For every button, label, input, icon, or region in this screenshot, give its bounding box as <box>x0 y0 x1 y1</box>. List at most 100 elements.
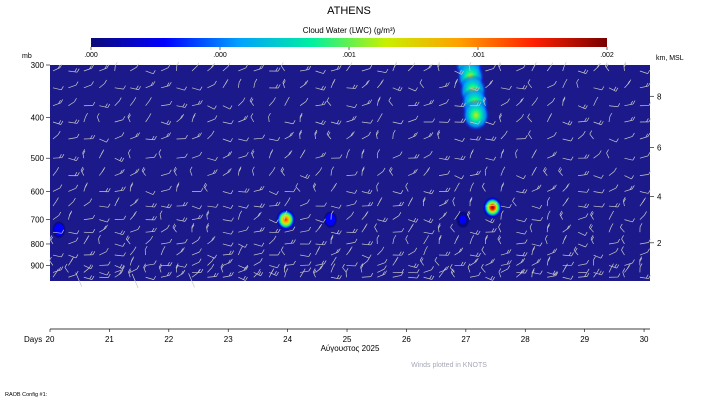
wind-barb-flag <box>137 225 141 230</box>
wind-barb-flag <box>613 86 617 91</box>
wind-barb <box>299 97 309 107</box>
wind-barb-flag <box>491 136 495 141</box>
wind-barb <box>222 271 234 278</box>
wind-barb-staff <box>500 101 508 107</box>
wind-barb <box>145 81 156 89</box>
wind-barb <box>250 113 255 123</box>
wind-barb <box>578 213 589 220</box>
wind-barb <box>469 252 481 257</box>
wind-barb-flag <box>58 211 62 216</box>
wind-barb-staff <box>562 157 572 161</box>
wind-barb-staff <box>621 249 625 256</box>
wind-barb-staff <box>222 138 231 143</box>
wind-barb-flag <box>601 86 605 91</box>
wind-barb-staff <box>326 133 332 140</box>
wind-barb-staff <box>377 171 384 176</box>
wind-barb-flag <box>285 268 289 273</box>
wind-barb-flag <box>198 268 201 273</box>
wind-barb <box>593 120 604 126</box>
wind-barb <box>114 116 126 123</box>
wind-barb-staff <box>500 263 510 266</box>
wind-barb-staff <box>238 243 246 248</box>
wind-barb-staff <box>608 105 618 108</box>
wind-barb-flag <box>192 114 196 119</box>
wind-barb-flag <box>128 149 131 154</box>
wind-barb-flag <box>104 65 108 70</box>
wind-barb-flag <box>230 204 234 209</box>
wind-barb <box>176 182 180 192</box>
wind-barb-flag <box>50 236 54 241</box>
wind-barb-staff <box>68 240 77 245</box>
wind-barb-flag <box>567 120 571 125</box>
wind-barb-staff <box>392 87 401 92</box>
cloud-water-blob <box>323 210 338 229</box>
wind-barb-flag <box>552 97 556 102</box>
wind-barb-staff <box>206 226 208 233</box>
wind-barb-flag <box>351 116 355 121</box>
wind-barb-flag <box>273 97 276 102</box>
wind-barb-flag <box>259 186 263 191</box>
wind-barb-staff <box>330 231 340 235</box>
wind-barb <box>392 120 404 125</box>
wind-barb-flag <box>554 248 558 253</box>
wind-barb <box>315 264 324 273</box>
wind-barb-flag <box>429 275 432 279</box>
wind-barb-flag <box>447 82 450 87</box>
wind-barb <box>376 234 380 244</box>
wind-barb-staff <box>222 243 232 247</box>
wind-barb-flag <box>438 224 441 229</box>
wind-barb-staff <box>330 68 340 72</box>
wind-barb <box>129 211 137 220</box>
wind-barb <box>622 197 626 207</box>
wind-barb-flag <box>275 228 278 233</box>
wind-barb-staff <box>498 271 502 278</box>
wind-barb <box>269 201 281 207</box>
wind-barb-flag <box>136 265 140 270</box>
wind-barb <box>238 97 246 106</box>
wind-barb-flag <box>75 237 79 242</box>
wind-barb-flag <box>89 275 93 280</box>
wind-barb-flag <box>214 105 217 110</box>
wind-barb <box>547 132 557 140</box>
wind-barb-flag <box>85 236 89 241</box>
wind-barb-staff <box>299 202 308 207</box>
wind-barb-flag <box>92 135 96 139</box>
wind-barb-staff <box>127 116 131 123</box>
wind-barb-flag <box>127 113 131 117</box>
wind-barb-flag <box>339 230 342 235</box>
wind-barb-staff <box>450 272 455 278</box>
wind-barb <box>83 81 94 89</box>
wind-barb <box>188 273 195 288</box>
wind-barb-flag <box>370 202 374 206</box>
wind-barb <box>253 134 265 140</box>
wind-barb-flag <box>413 133 416 137</box>
wind-barb-flag <box>585 213 589 218</box>
wind-barb-flag <box>431 275 435 280</box>
wind-barb-flag <box>567 183 570 188</box>
wind-barb <box>175 263 179 273</box>
wind-barb-staff <box>238 229 247 233</box>
wind-barb-flag <box>416 274 420 279</box>
wind-barb-staff <box>68 137 78 140</box>
wind-barb-staff <box>161 205 170 209</box>
wind-barb-flag <box>431 230 435 235</box>
wind-barb-staff <box>143 267 146 273</box>
wind-barb <box>593 174 604 179</box>
wind-barb-staff <box>268 116 270 123</box>
wind-barb-staff <box>377 268 385 273</box>
wind-barb-flag <box>455 236 459 241</box>
wind-barb-flag <box>564 62 567 66</box>
wind-barb-flag <box>552 185 555 190</box>
wind-barb-flag <box>414 247 418 252</box>
wind-barb <box>437 130 441 140</box>
wind-barb-staff <box>622 200 625 207</box>
wind-barb <box>392 271 404 278</box>
wind-barb <box>222 217 234 222</box>
wind-barb <box>437 223 441 233</box>
wind-barb-flag <box>49 256 52 261</box>
wind-barb <box>176 247 185 256</box>
wind-barb-flag <box>524 189 528 194</box>
wind-barb <box>315 218 326 223</box>
wind-barb-flag <box>290 239 294 244</box>
wind-barb <box>284 188 296 193</box>
